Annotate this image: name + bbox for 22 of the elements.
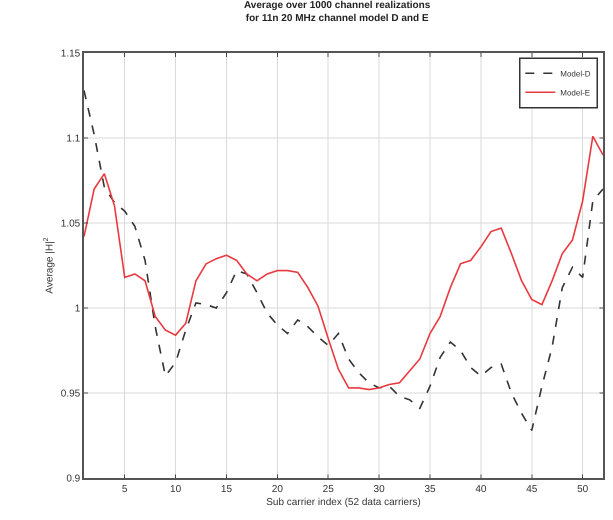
chart-title: Average over 1000 channel realizations for 11n 20 MHz channel model D and E (244, 0, 431, 24)
x-tick-label: 45 (526, 484, 538, 495)
line-series (84, 136, 603, 390)
x-tick-label: 10 (170, 484, 182, 495)
x-tick-label: 5 (122, 484, 128, 495)
x-tick-label: 40 (475, 484, 487, 495)
x-tick-label: 20 (272, 484, 284, 495)
y-tick-label: 1.05 (60, 218, 81, 230)
x-tick-label: 15 (220, 484, 232, 495)
y-tick-label: 1.1 (66, 134, 81, 144)
legend-label: Model-D (560, 69, 591, 78)
x-axis-title: Sub carrier index (52 data carriers) (266, 496, 421, 508)
y-tick-label: 0.95 (60, 388, 81, 400)
y-tick-label: 1 (74, 304, 81, 314)
x-tick-label: 30 (374, 484, 386, 495)
legend-label: Model-E (560, 88, 590, 98)
line-series (84, 90, 603, 432)
x-tick-label: 50 (577, 484, 589, 495)
x-tick-label: 25 (322, 484, 334, 495)
y-tick-label: 0.9 (66, 474, 81, 484)
y-tick-label: 1.15 (60, 48, 81, 60)
x-tick-label: 35 (424, 484, 436, 495)
